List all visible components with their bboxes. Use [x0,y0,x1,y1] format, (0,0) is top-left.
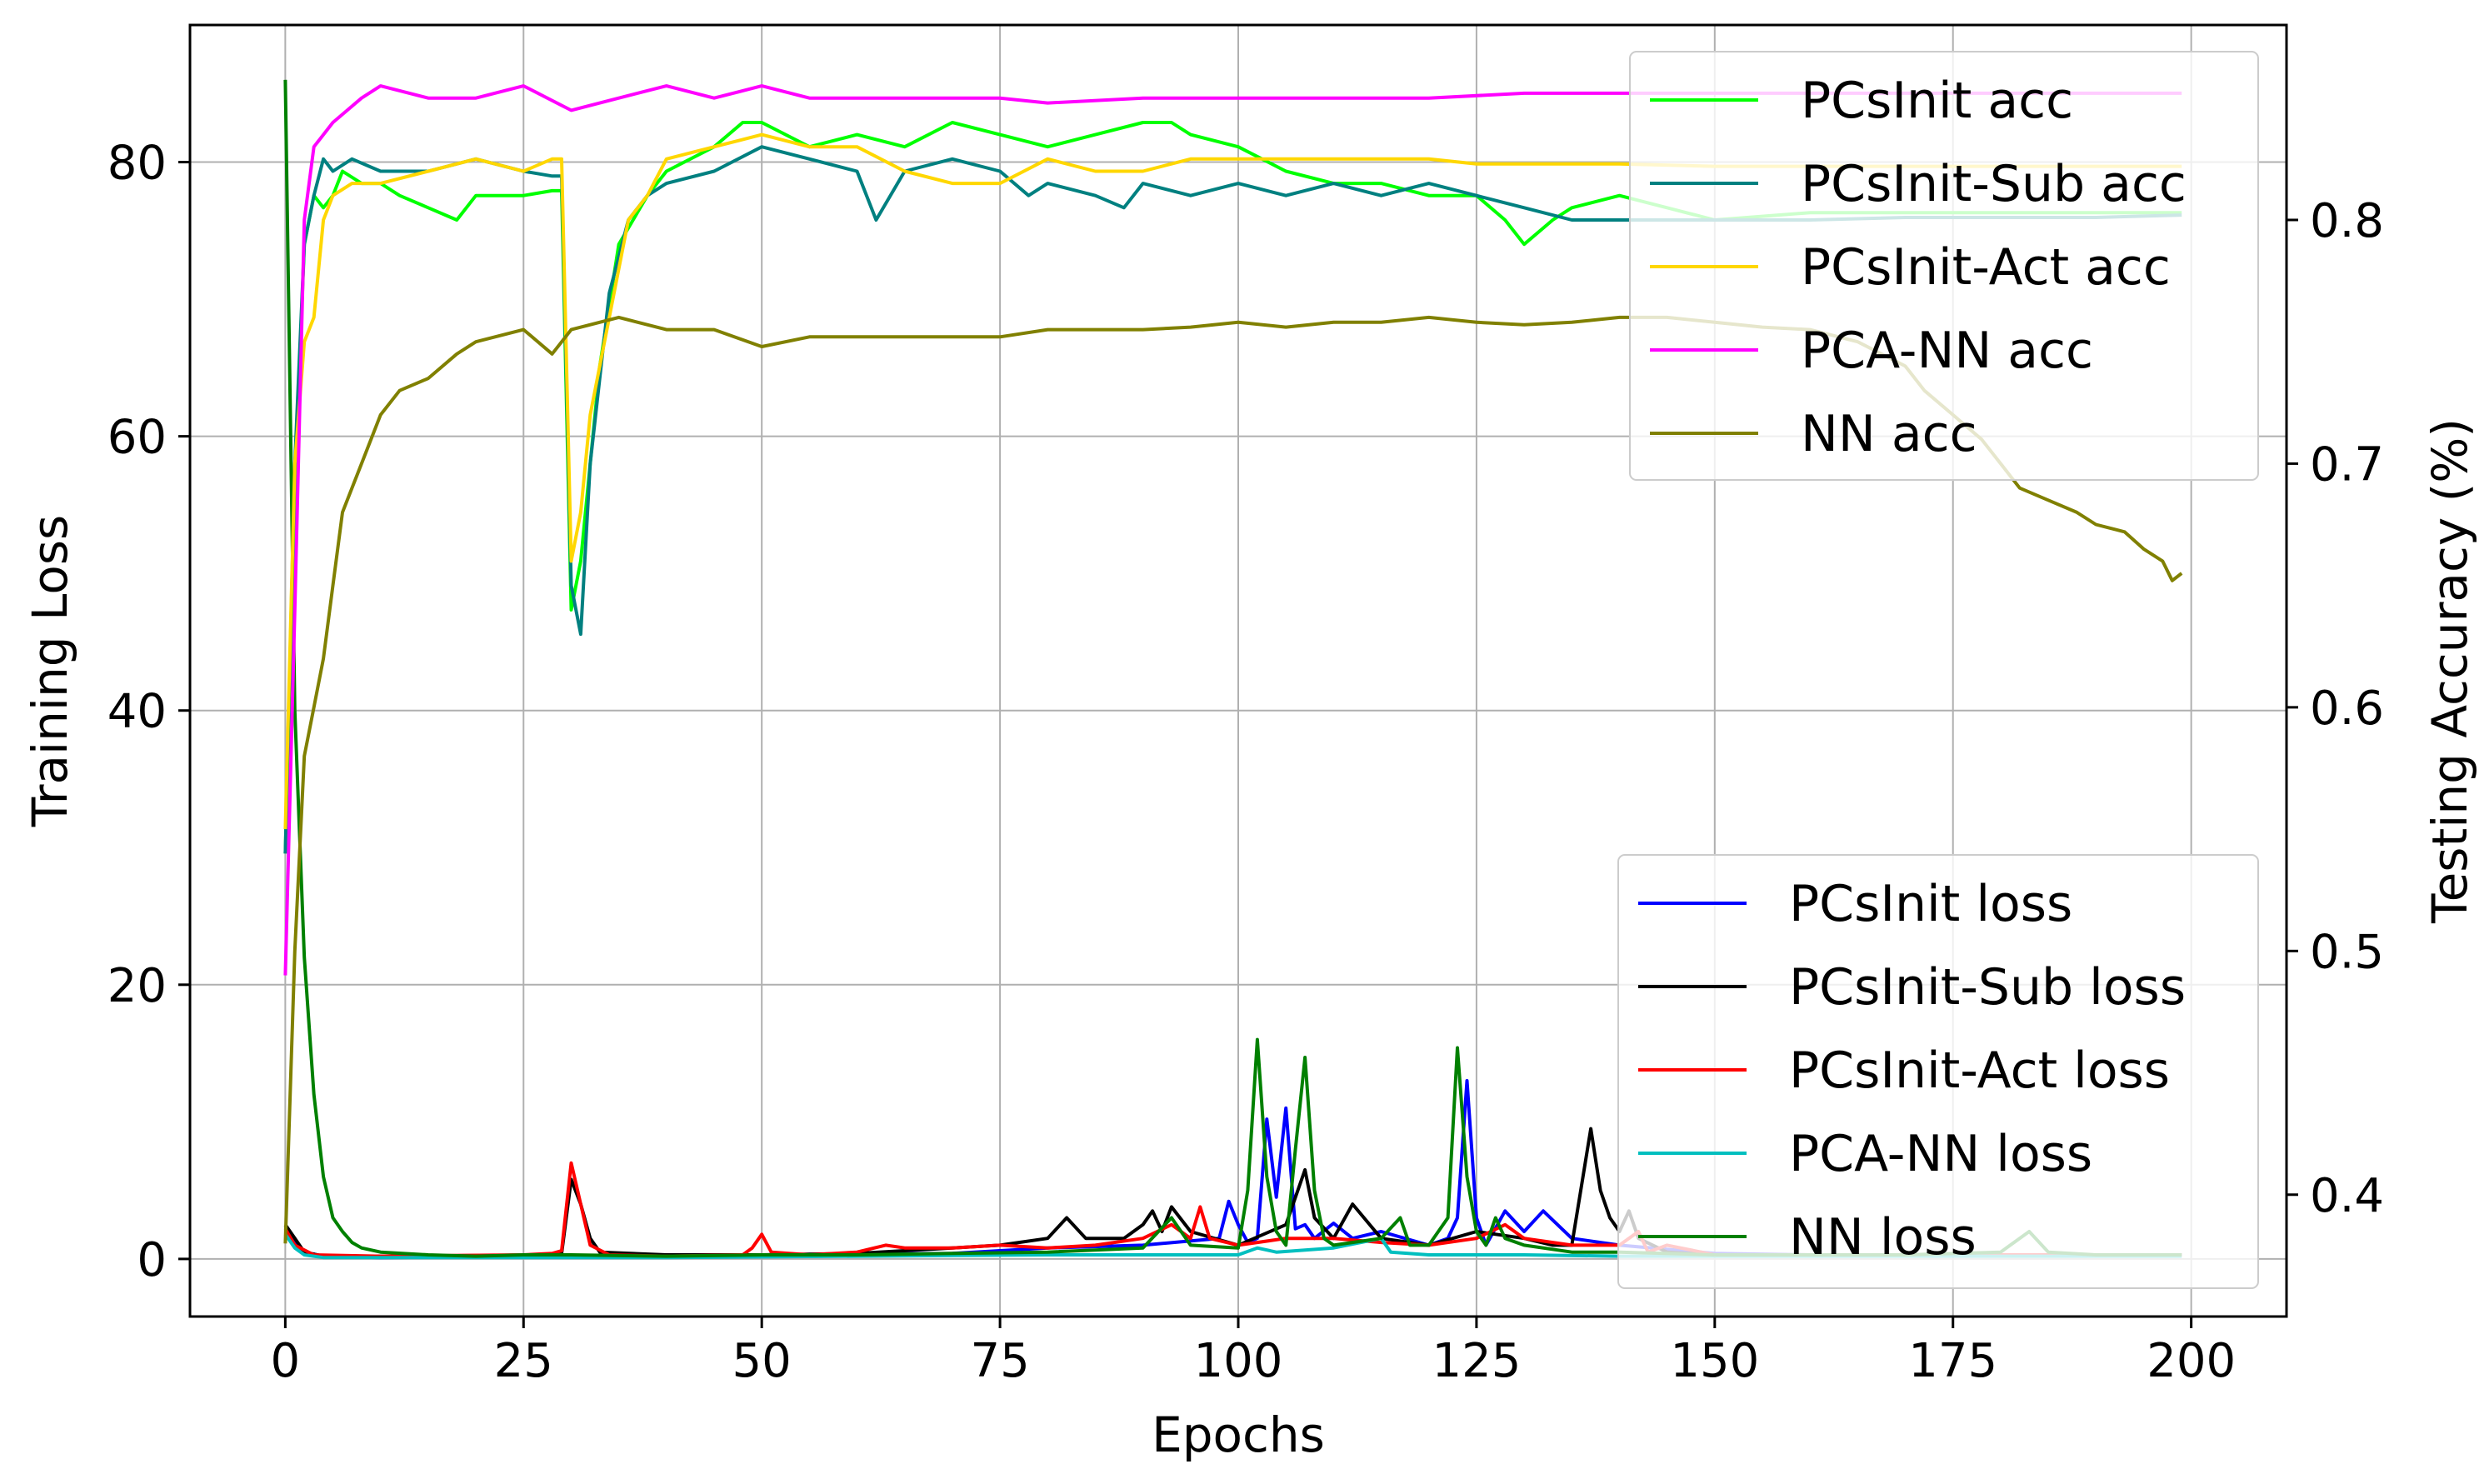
series-line-nn-loss [283,79,2182,1258]
legend-entry-label: NN loss [1789,1208,1977,1267]
x-tick-label: 25 [494,1334,553,1388]
legend-entry-label: PCsInit-Act loss [1789,1042,2170,1100]
y2-tick-label: 0.4 [2310,1169,2384,1223]
y-tick-label: 40 [107,685,167,739]
legend-frame [1617,854,2259,1289]
y-tick-label: 80 [107,137,167,191]
x-tick-label: 75 [970,1334,1029,1388]
axis-ticks: 0 25 50 75 100 125 150 175 200 0 20 40 60 80 0.4 0.5 0.6… [107,137,2384,1388]
x-tick-label: 100 [1194,1334,1283,1388]
legend-entry-label: PCsInit-Act acc [1801,238,2171,297]
legend-entry-label: PCsInit-Sub loss [1789,958,2186,1017]
series-line-pca-nn-loss [283,1233,2182,1260]
legend-loss: PCsInit loss PCsInit-Sub loss PCsInit-Act … [1617,854,2259,1289]
series-line-pcsinit-acc [283,121,2182,854]
legend-entry-label: PCA-NN acc [1801,322,2093,380]
y-tick-label: 60 [107,411,167,465]
y-tick-label: 0 [137,1233,167,1287]
legend-entry-label: PCsInit-Sub acc [1801,155,2187,213]
legend-entry-label: PCA-NN loss [1789,1125,2092,1183]
x-axis-label: Epochs [1152,1407,1325,1463]
y2-axis-label: Testing Accuracy (%) [2422,418,2478,924]
legend-accuracy: PCsInit acc PCsInit-Sub acc PCsInit-Act ac… [1629,51,2259,481]
y-tick-label: 20 [107,959,167,1013]
y2-tick-label: 0.7 [2310,437,2384,492]
x-tick-label: 125 [1432,1334,1521,1388]
x-tick-label: 150 [1670,1334,1759,1388]
legend-entry-label: NN acc [1801,405,1977,463]
y2-tick-label: 0.8 [2310,194,2384,248]
y-axis-label: Training Loss [22,515,78,828]
x-tick-label: 200 [2147,1334,2236,1388]
series-lines [283,79,2183,1260]
x-tick-label: 50 [732,1334,792,1388]
legend-frame [1629,51,2259,481]
x-tick-label: 175 [1908,1334,1997,1388]
legend-entry-label: PCsInit loss [1789,875,2072,933]
y2-tick-label: 0.5 [2310,925,2384,979]
legend-entry-label: PCsInit acc [1801,72,2073,130]
x-tick-label: 0 [271,1334,301,1388]
series-line-pcsinit-act-acc [283,132,2182,830]
y2-tick-label: 0.6 [2310,682,2384,736]
